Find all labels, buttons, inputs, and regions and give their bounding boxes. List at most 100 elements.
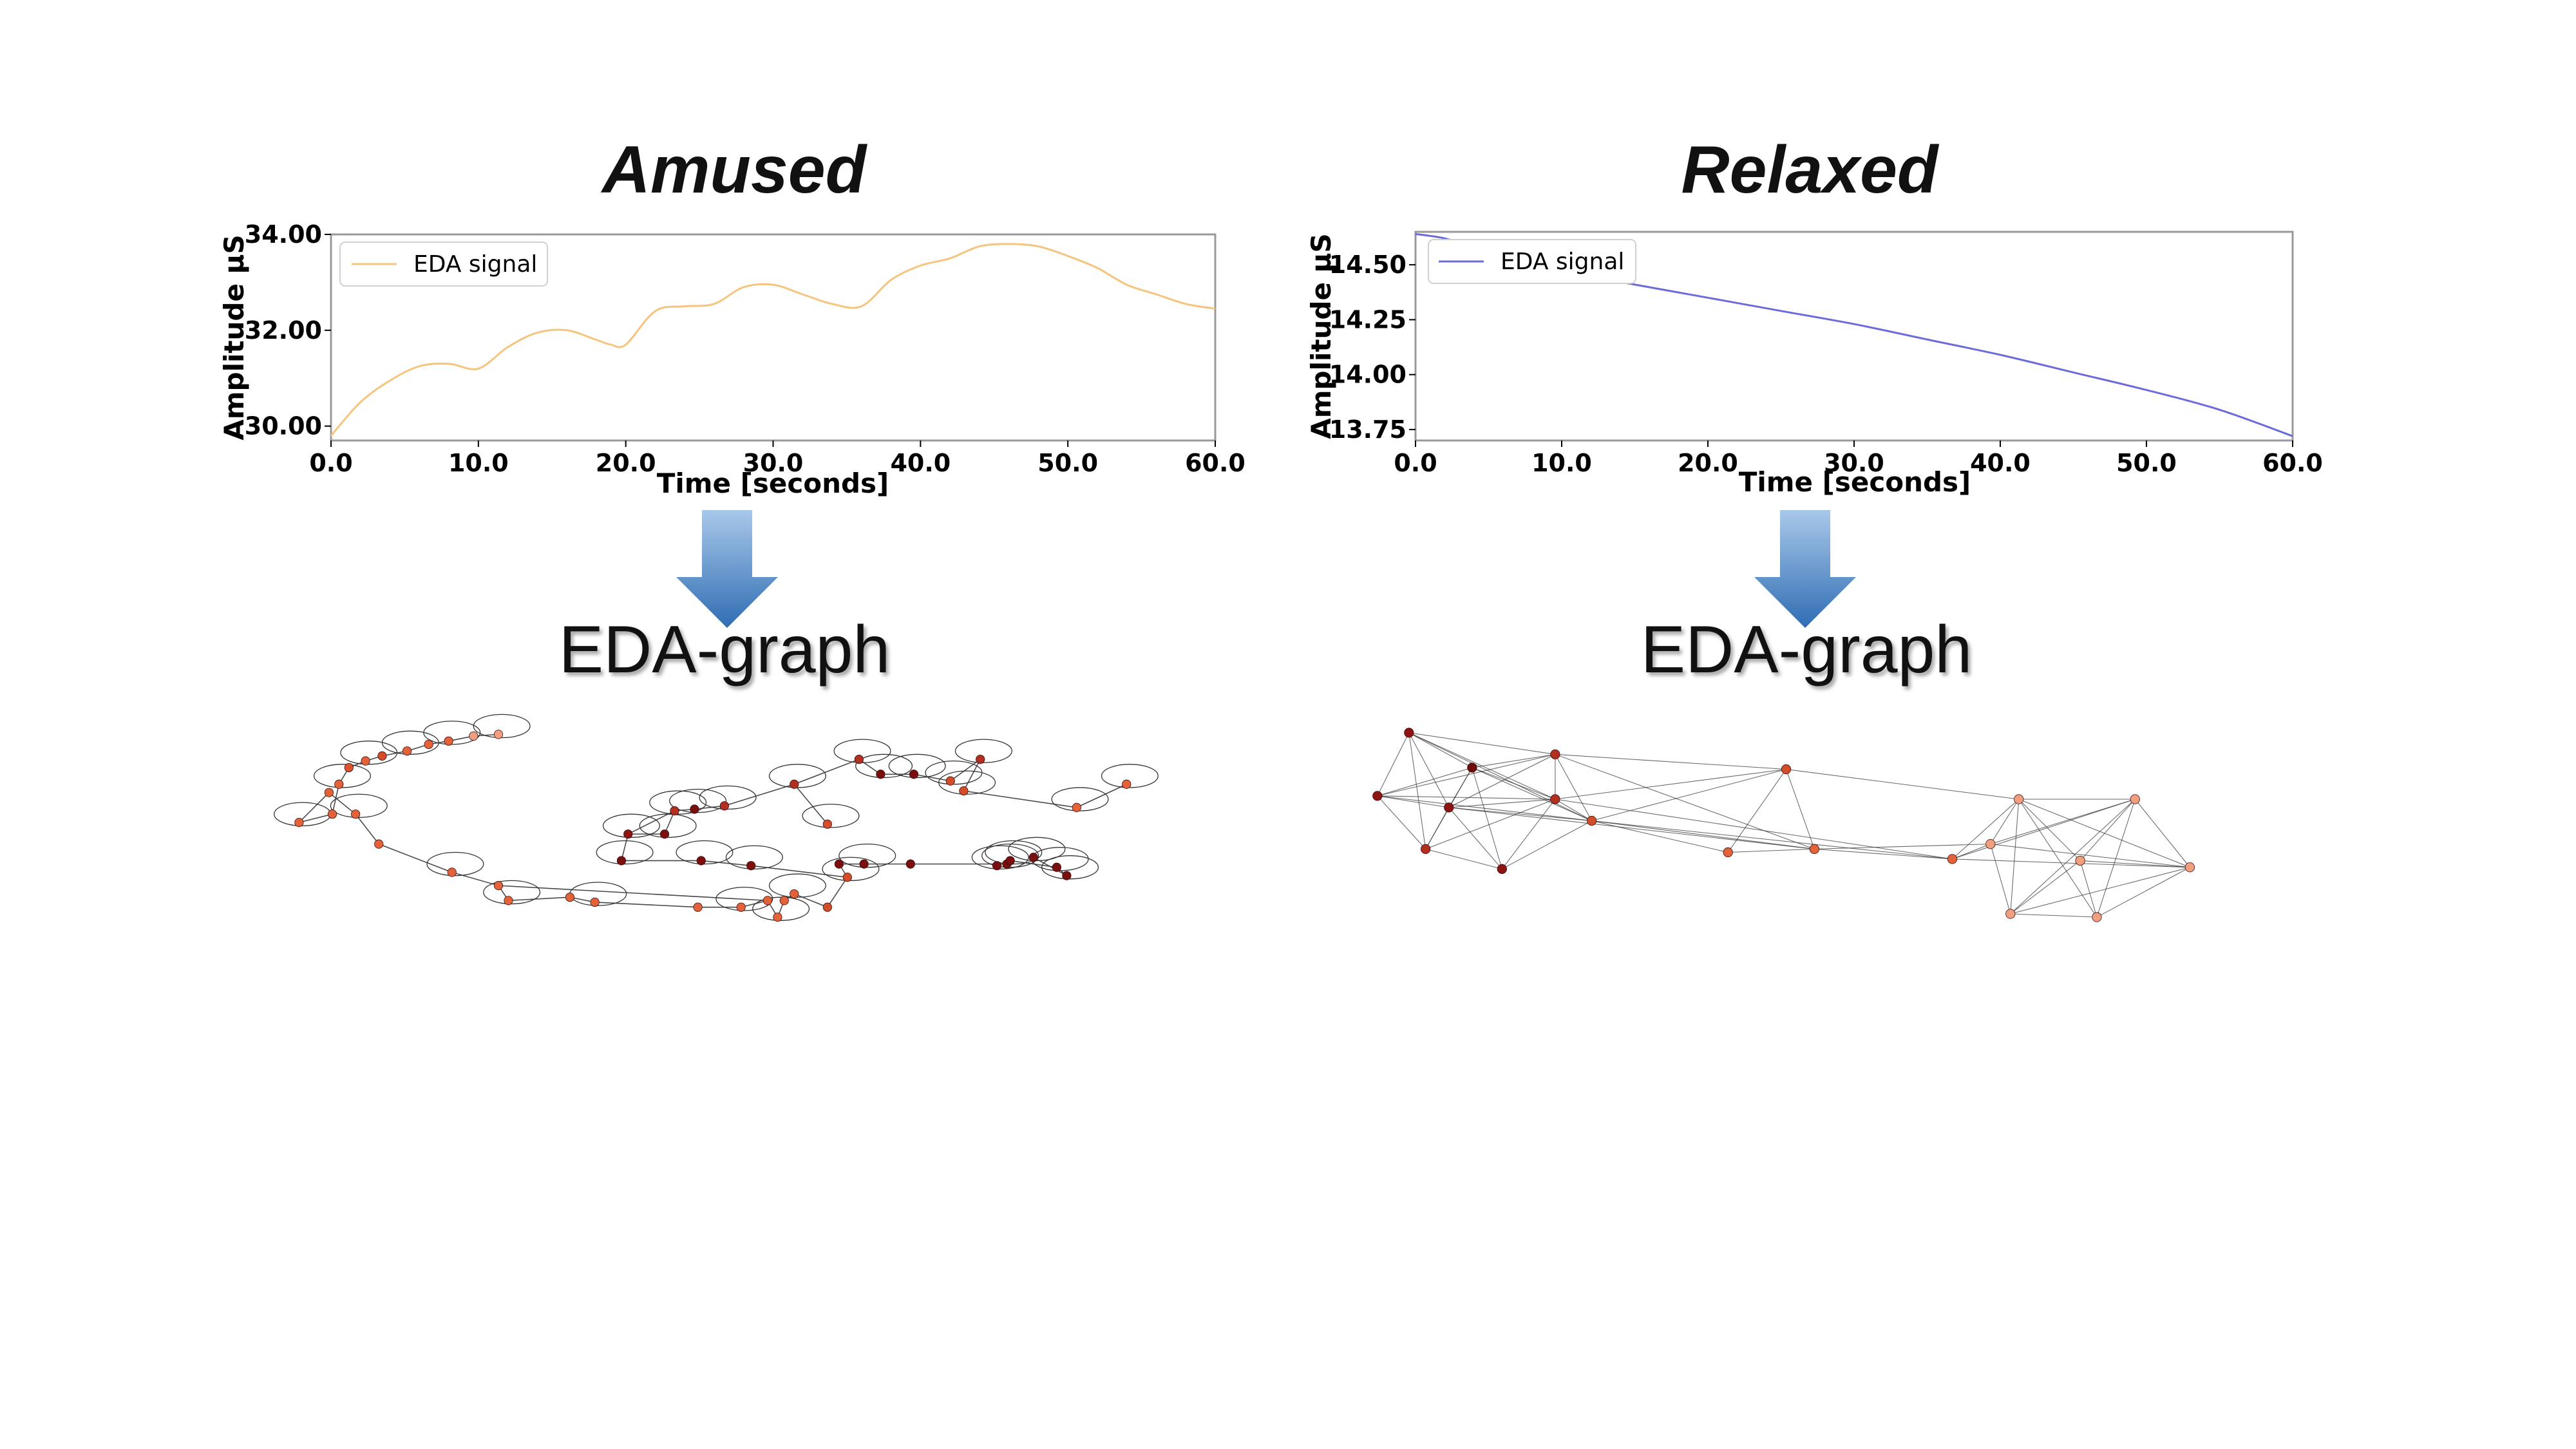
graph-node [719,801,729,811]
graph-node [1467,762,1477,773]
x-tick-label: 40.0 [1970,449,2031,477]
graph-edge [963,790,1077,808]
graph-node [905,859,915,869]
graph-edge [1814,848,1953,860]
graph-node [1122,779,1132,789]
graph-node [773,913,782,922]
graph-node [1587,815,1597,826]
graph-node [377,751,387,761]
graph-edge [1591,820,1953,860]
relaxed-x-ticks: 0.0 10.0 20.0 30.0 40.0 50.0 60.0 [1394,440,2323,477]
graph-node [1444,802,1454,813]
graph-node [790,779,799,789]
amused-x-axis-label: Time [seconds] [657,468,889,499]
graph-edge [1786,769,2019,800]
graph-edge [1408,732,1592,821]
graph-edge [1502,820,1592,869]
y-tick-label: 32.00 [245,316,322,345]
graph-node [822,819,832,829]
x-tick-label: 50.0 [2116,449,2177,477]
graph-edge [2079,860,2098,918]
graph-node [374,839,384,849]
amused-legend: EDA signal [339,242,548,287]
graph-edge [627,810,675,835]
amused-legend-box [339,242,548,287]
graph-node [1809,844,1819,854]
graph-edge [1425,848,1502,869]
amused-eda-graph-label: EDA-graph [558,612,891,687]
graph-node-halo [649,790,707,815]
graph-node-halo [725,845,783,869]
graph-node [959,786,969,796]
graph-edge [1990,844,2011,914]
graph-edge [1425,799,1556,849]
graph-edge [1952,799,2020,860]
graph-node [693,902,703,912]
graph-edge [298,792,330,823]
graph-edge [2010,799,2136,914]
amused-eda-chart: 0.0 10.0 20.0 30.0 40.0 50.0 60.0 30.00 32.00 34… [218,220,1245,499]
graph-node [590,897,600,907]
graph-node [1052,862,1061,872]
graph-node [504,896,513,905]
graph-node [616,856,627,866]
graph-edge [793,784,828,825]
graph-edge [594,902,698,908]
graph-node-halo [833,739,891,763]
amused-x-ticks: 0.0 10.0 20.0 30.0 40.0 50.0 60.0 [309,440,1245,477]
graph-edge [1990,799,2020,844]
graph-edge [1591,820,1815,849]
graph-node-halo [855,753,913,779]
graph-node [909,770,919,779]
graph-node [822,902,832,912]
graph-edge [1408,732,1555,755]
graph-edge [1377,795,1592,822]
graph-edge [2010,913,2097,918]
graph-node [746,861,756,871]
relaxed-y-axis-label: Amplitude µS [1305,233,1337,439]
graph-edge [1472,767,1502,869]
graph-node-halo [768,873,826,898]
graph-edge [355,813,379,845]
amused-down-arrow-icon [676,510,778,628]
graph-node [659,829,670,839]
graph-node [2014,794,2024,804]
graph-edge [1727,769,1786,853]
graph-node [493,881,504,891]
graph-edge [378,843,453,873]
graph-edges [1377,732,2190,918]
graph-edge [1472,767,1592,821]
graph-edge [1555,769,1786,800]
graph-edge [1448,807,1592,822]
graph-node [2130,794,2140,804]
graph-node-halo [699,785,757,810]
graph-node [834,859,844,869]
graph-node-halo [971,845,1029,869]
amused-eda-signal-line [330,243,1216,437]
graph-edge [963,759,981,791]
graph-edge [2010,799,2020,914]
amused-title: Amused [601,133,867,207]
graph-edge [793,893,828,908]
relaxed-legend-box [1428,239,1636,284]
graph-edge [1408,732,1473,768]
amused-series-group [330,243,1216,437]
graph-node-halo [330,793,388,819]
graph-node-halo [639,813,697,838]
graph-node [469,731,478,741]
graph-node [2184,862,2195,873]
graph-nodes [294,730,1132,922]
graph-edge [2010,860,2081,914]
y-tick-label: 13.75 [1329,415,1406,444]
graph-node [790,889,799,899]
graph-node [327,810,337,819]
graph-node [1072,802,1081,812]
graph-node [2092,912,2102,922]
graph-node [1947,854,1958,864]
graph-edge [328,792,356,815]
graph-edge [1555,753,1815,849]
graph-edge [1814,844,1991,849]
graph-edge [1786,769,1815,849]
graph-node-halo [473,714,531,739]
